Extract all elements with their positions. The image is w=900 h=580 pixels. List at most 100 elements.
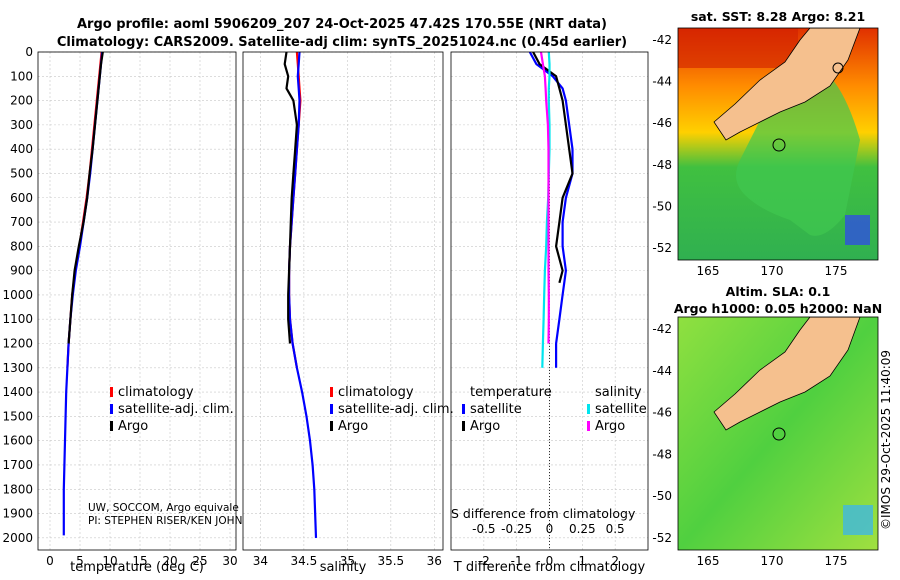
legend-label-climatology: climatology	[118, 385, 194, 400]
depth-tick-label: 1700	[2, 458, 33, 472]
x-axis-label: T difference from climatology	[453, 560, 646, 575]
lat-tick-label: -48	[652, 447, 672, 461]
plot-area	[38, 52, 236, 550]
depth-tick-label: 400	[10, 142, 33, 156]
depth-tick-label: 500	[10, 166, 33, 180]
series-group	[528, 52, 574, 368]
plot-area	[243, 52, 443, 550]
legend-label-climatology: climatology	[338, 385, 414, 400]
salinity-diff-tick-labels: -0.5 -0.25 0 0.25 0.5	[472, 522, 625, 536]
depth-tick-label: 300	[10, 118, 33, 132]
x-tick-label: 15	[132, 554, 147, 568]
legend-swatch-sal-argo	[587, 421, 590, 431]
x-tick-label: 0	[46, 554, 54, 568]
depth-tick-label: 1000	[2, 288, 33, 302]
depth-tick-label: 100	[10, 69, 33, 83]
depth-tick-label: 0	[25, 45, 33, 59]
legend-swatch-temp-argo	[462, 421, 465, 431]
depth-tick-label: 900	[10, 264, 33, 278]
s-diff-tick-label: 0	[546, 522, 554, 536]
lat-tick-label: -52	[652, 241, 672, 255]
sst-map-title: sat. SST: 8.28 Argo: 8.21	[691, 9, 865, 24]
legend-label-temp-satellite: satellite	[470, 402, 522, 417]
legend-swatch-climatology	[330, 387, 333, 397]
series-group	[62, 52, 104, 536]
lat-tick-label: -50	[652, 489, 672, 503]
depth-tick-label: 1800	[2, 482, 33, 496]
lat-tick-label: -42	[652, 322, 672, 336]
x-axis-label: salinity	[320, 560, 367, 575]
depth-tick-label: 700	[10, 215, 33, 229]
legend-swatch-climatology	[110, 387, 113, 397]
title-line-1: Argo profile: aoml 5906209_207 24-Oct-20…	[77, 17, 607, 32]
legend-difference: temperature salinity satellite Argo sate…	[462, 385, 647, 434]
x-tick-label: 0	[546, 554, 554, 568]
plot-frame	[242, 51, 444, 551]
legend-swatch-satellite	[110, 404, 113, 414]
lat-tick-label: -42	[652, 33, 672, 47]
legend-label-satellite: satellite-adj. clim.	[118, 402, 234, 417]
sla-lon-ticks: 165 170 175	[697, 554, 848, 568]
x-tick-label: 10	[102, 554, 117, 568]
sst-cold-eddy	[845, 215, 870, 245]
depth-tick-label: 600	[10, 191, 33, 205]
lat-tick-label: -46	[652, 406, 672, 420]
depth-tick-label: 2000	[2, 531, 33, 545]
x-tick-label: 35.5	[377, 554, 404, 568]
legend-label-argo: Argo	[338, 419, 368, 434]
x-tick-label: 2	[611, 554, 619, 568]
x-tick-label: 25	[192, 554, 207, 568]
x-tick-label: -1	[511, 554, 523, 568]
lat-tick-label: -44	[652, 75, 672, 89]
temperature-panel: 0 5 10 15 20 25 30 temperature (deg C)	[37, 51, 238, 575]
legend-label-temp-argo: Argo	[470, 419, 500, 434]
depth-tick-label: 1500	[2, 409, 33, 423]
lat-tick-label: -52	[652, 531, 672, 545]
plot-frame	[450, 51, 649, 551]
sla-lat-ticks: -42 -44 -46 -48 -50 -52	[652, 322, 672, 545]
depth-tick-label: 1100	[2, 312, 33, 326]
footer-line-2: PI: STEPHEN RISER/KEN JOHN	[88, 515, 242, 527]
title-line-2: Climatology: CARS2009. Satellite-adj cli…	[57, 35, 627, 50]
legend-label-argo: Argo	[118, 419, 148, 434]
legend-label-satellite: satellite-adj. clim.	[338, 402, 454, 417]
depth-tick-label: 1300	[2, 361, 33, 375]
sst-map-frame	[677, 27, 879, 261]
depth-tick-label: 800	[10, 239, 33, 253]
x-tick-label: 34.5	[291, 554, 318, 568]
imos-timestamp: ©IMOS 29-Oct-2025 11:40:09	[879, 350, 893, 530]
sla-map-title-2: Argo h1000: 0.05 h2000: NaN	[674, 301, 882, 316]
s-diff-tick-label: 0.5	[606, 522, 625, 536]
x-tick-label: 5	[76, 554, 84, 568]
s-diff-tick-label: -0.25	[501, 522, 532, 536]
sla-map	[678, 317, 878, 550]
series-group	[283, 52, 318, 538]
depth-tick-labels: 0 100 200 300 400 500 600 700 800 900 1000 1100 1200…	[2, 45, 33, 545]
lon-tick-label: 170	[761, 264, 784, 278]
legend-swatch-temp-satellite	[462, 404, 465, 414]
x-tick-label: 35	[340, 554, 355, 568]
sst-lat-ticks: -42 -44 -46 -48 -50 -52	[652, 33, 672, 255]
lon-tick-label: 165	[697, 264, 720, 278]
series-line-temperature-argo	[532, 52, 574, 284]
x-axis-label: temperature (deg C)	[70, 560, 204, 575]
x-tick-label: 20	[162, 554, 177, 568]
plot-frame	[37, 51, 237, 551]
lat-tick-label: -44	[652, 364, 672, 378]
argo-position-marker	[772, 427, 786, 441]
sst-lon-ticks: 165 170 175	[697, 264, 848, 278]
sst-cool-patch	[736, 60, 860, 236]
depth-tick-label: 200	[10, 94, 33, 108]
depth-tick-label: 1900	[2, 507, 33, 521]
legend-head-temperature: temperature	[470, 385, 552, 400]
difference-panel: -2 -1 0 1 2T difference from climatology	[450, 51, 649, 575]
lon-tick-label: 170	[761, 554, 784, 568]
legend-swatch-argo	[330, 421, 333, 431]
x-tick-label: -2	[478, 554, 490, 568]
lon-tick-label: 175	[825, 554, 848, 568]
legend-swatch-sal-satellite	[587, 404, 590, 414]
legend-swatch-satellite	[330, 404, 333, 414]
series-line-argo	[283, 52, 298, 344]
legend-label-sal-argo: Argo	[595, 419, 625, 434]
series-line-salinity-argo	[539, 52, 550, 344]
